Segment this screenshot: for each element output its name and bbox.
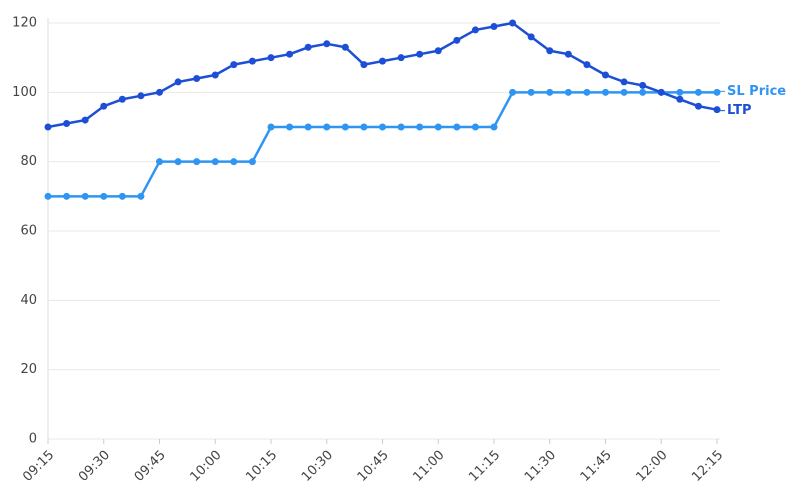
legend-label: SL Price	[727, 84, 786, 99]
data-point	[713, 88, 721, 96]
data-point	[156, 158, 163, 166]
data-point	[564, 88, 572, 96]
data-point	[397, 54, 405, 62]
series-line	[47, 21, 718, 129]
data-point	[137, 92, 145, 100]
data-point	[341, 123, 349, 131]
data-point	[490, 123, 498, 131]
data-point	[471, 26, 479, 34]
data-point	[118, 95, 126, 103]
data-point	[341, 43, 349, 51]
data-point	[100, 102, 108, 110]
data-point	[694, 102, 702, 110]
legend-label: LTP	[727, 103, 752, 118]
data-point	[509, 88, 517, 96]
data-point	[63, 120, 71, 128]
data-point	[44, 192, 52, 200]
data-point	[304, 123, 312, 131]
data-point	[230, 158, 238, 166]
data-point	[583, 88, 591, 96]
data-point	[360, 123, 368, 131]
data-point	[267, 54, 275, 62]
series-line	[48, 91, 717, 198]
data-point	[304, 43, 312, 51]
data-point	[248, 158, 256, 166]
data-point	[527, 88, 535, 96]
y-tick-label: 0	[29, 432, 37, 447]
x-tick-label: 11:00	[410, 448, 447, 485]
data-point	[509, 19, 517, 27]
data-point	[416, 123, 424, 131]
data-point	[118, 192, 126, 200]
data-point	[44, 123, 52, 131]
data-point	[286, 50, 294, 58]
x-tick-label: 10:30	[299, 448, 336, 485]
data-point	[174, 158, 182, 166]
data-point	[453, 36, 461, 44]
data-point	[490, 22, 498, 30]
x-tick-label: 10:15	[243, 448, 280, 485]
data-point	[676, 88, 684, 96]
data-point	[471, 123, 479, 131]
x-tick-label: 11:15	[466, 448, 503, 485]
y-tick-label: 20	[20, 362, 37, 377]
data-point	[620, 88, 628, 96]
data-point	[174, 78, 182, 86]
data-point	[434, 47, 442, 55]
data-point	[323, 40, 331, 48]
data-point	[694, 88, 702, 96]
x-tick-label: 10:00	[187, 448, 224, 485]
data-point	[156, 88, 163, 96]
data-point	[193, 158, 201, 166]
data-point	[713, 106, 721, 114]
x-tick-label: 11:30	[522, 448, 559, 485]
data-point	[546, 47, 554, 55]
y-tick-label: 80	[20, 154, 37, 169]
data-point	[676, 95, 684, 103]
data-point	[137, 192, 145, 200]
x-tick-label: 09:30	[76, 448, 113, 485]
x-tick-label: 09:15	[20, 448, 57, 485]
data-point	[267, 123, 275, 131]
y-tick-label: 60	[20, 224, 37, 239]
data-point	[639, 81, 647, 89]
data-point	[434, 123, 442, 131]
x-tick-label: 09:45	[132, 448, 169, 485]
data-point	[248, 57, 256, 65]
y-tick-label: 120	[12, 16, 37, 31]
data-point	[323, 123, 331, 131]
data-point	[100, 192, 108, 200]
data-point	[230, 61, 238, 69]
data-point	[546, 88, 554, 96]
data-point	[583, 61, 591, 69]
x-tick-label: 12:00	[633, 448, 670, 485]
data-point	[397, 123, 405, 131]
data-point	[211, 158, 219, 166]
data-point	[193, 74, 201, 82]
data-point	[63, 192, 71, 200]
data-point	[286, 123, 294, 131]
data-point	[602, 88, 609, 96]
data-point	[379, 57, 386, 65]
x-tick-label: 12:15	[689, 448, 726, 485]
data-point	[81, 192, 89, 200]
data-point	[211, 71, 219, 79]
data-point	[620, 78, 628, 86]
data-point	[564, 50, 572, 58]
data-point	[602, 71, 609, 79]
x-tick-label: 10:45	[355, 448, 392, 485]
data-point	[527, 33, 535, 41]
y-tick-label: 40	[20, 293, 37, 308]
data-point	[379, 123, 386, 131]
data-point	[657, 88, 665, 96]
data-point	[639, 88, 647, 96]
data-point	[81, 116, 89, 124]
data-point	[360, 61, 368, 69]
y-tick-label: 100	[12, 85, 37, 100]
x-tick-label: 11:45	[578, 448, 615, 485]
data-point	[453, 123, 461, 131]
data-point	[416, 50, 424, 58]
